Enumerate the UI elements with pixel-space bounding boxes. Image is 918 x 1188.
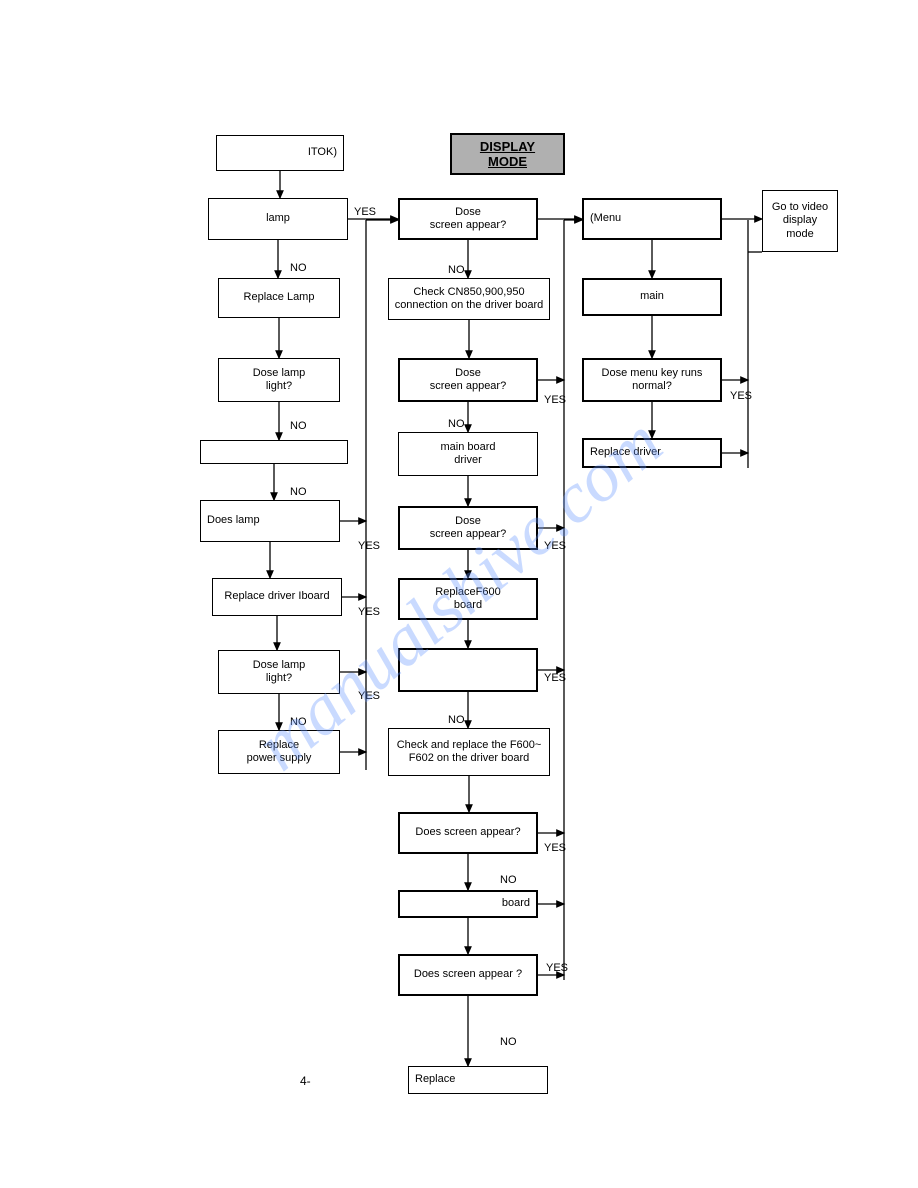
node-does_lamp: Does lamp — [200, 500, 340, 542]
node-does_scr5: Does screen appear ? — [398, 954, 538, 996]
node-label: Replace power supply — [247, 739, 312, 765]
node-label: Check CN850,900,950 connection on the dr… — [395, 286, 544, 312]
node-spacer1 — [200, 440, 348, 464]
edge-label: YES — [358, 540, 380, 552]
node-label: Does lamp — [207, 514, 260, 527]
edge-label: YES — [544, 540, 566, 552]
node-does_scr4: Does screen appear? — [398, 812, 538, 854]
edge-label: YES — [354, 206, 376, 218]
edge-label: NO — [290, 716, 307, 728]
node-label: Check and replace the F600~ F602 on the … — [397, 739, 542, 765]
edge-label: YES — [546, 962, 568, 974]
node-dose_lamp2: Dose lamp light? — [218, 650, 340, 694]
node-blank_mid — [398, 648, 538, 692]
node-check_cn: Check CN850,900,950 connection on the dr… — [388, 278, 550, 320]
node-label: board — [502, 897, 530, 910]
title-box: DISPLAY MODE — [450, 133, 565, 175]
edge-label: NO — [500, 874, 517, 886]
node-main: main — [582, 278, 722, 316]
node-dose_scr2: Dose screen appear? — [398, 358, 538, 402]
edge-label: YES — [358, 690, 380, 702]
node-label: Dose lamp light? — [253, 659, 306, 685]
node-label: lamp — [266, 212, 290, 225]
flowchart-canvas: manualshive.com DISPLAY MODE 4- ITOK)lam… — [0, 0, 918, 1188]
node-replace_drv: Replace driver Iboard — [212, 578, 342, 616]
node-goto_video: Go to video display mode — [762, 190, 838, 252]
edge-label: NO — [290, 486, 307, 498]
node-label: (Menu — [590, 212, 621, 225]
node-label: Does screen appear ? — [414, 968, 522, 981]
node-lamp: lamp — [208, 198, 348, 240]
edge-label: YES — [358, 606, 380, 618]
node-label: Dose screen appear? — [430, 206, 506, 232]
edge-label: NO — [290, 262, 307, 274]
node-label: Dose menu key runs normal? — [602, 367, 703, 393]
edge-label: YES — [544, 394, 566, 406]
node-replace_drv2: Replace driver — [582, 438, 722, 468]
edge-label: NO — [290, 420, 307, 432]
node-label: Does screen appear? — [415, 826, 520, 839]
node-label: main — [640, 290, 664, 303]
node-label: ReplaceF600 board — [435, 586, 500, 612]
node-replace_f600: ReplaceF600 board — [398, 578, 538, 620]
node-label: Dose screen appear? — [430, 367, 506, 393]
node-label: main board driver — [440, 441, 495, 467]
node-mainboard: main board driver — [398, 432, 538, 476]
title-label: DISPLAY MODE — [480, 139, 535, 169]
edge-label: YES — [730, 390, 752, 402]
node-dose_scr3: Dose screen appear? — [398, 506, 538, 550]
edge-label: NO — [500, 1036, 517, 1048]
node-label: Replace — [415, 1073, 455, 1086]
node-label: Go to video display mode — [772, 201, 828, 241]
edge-label: YES — [544, 672, 566, 684]
edge-label: NO — [448, 418, 465, 430]
edge-label: NO — [448, 714, 465, 726]
edge-label: NO — [448, 264, 465, 276]
node-label: Replace Lamp — [244, 291, 315, 304]
node-check_f600: Check and replace the F600~ F602 on the … — [388, 728, 550, 776]
node-label: Replace driver Iboard — [224, 590, 329, 603]
node-replace_ps: Replace power supply — [218, 730, 340, 774]
edge-label: YES — [544, 842, 566, 854]
node-label: Dose lamp light? — [253, 367, 306, 393]
node-board: board — [398, 890, 538, 918]
node-menu: (Menu — [582, 198, 722, 240]
node-label: Dose screen appear? — [430, 515, 506, 541]
node-dose_lamp1: Dose lamp light? — [218, 358, 340, 402]
node-itok: ITOK) — [216, 135, 344, 171]
node-replace_lamp: Replace Lamp — [218, 278, 340, 318]
node-label: Replace driver — [590, 446, 661, 459]
node-dose_scr1: Dose screen appear? — [398, 198, 538, 240]
node-dose_menu: Dose menu key runs normal? — [582, 358, 722, 402]
node-label: ITOK) — [308, 146, 337, 159]
node-replace: Replace — [408, 1066, 548, 1094]
